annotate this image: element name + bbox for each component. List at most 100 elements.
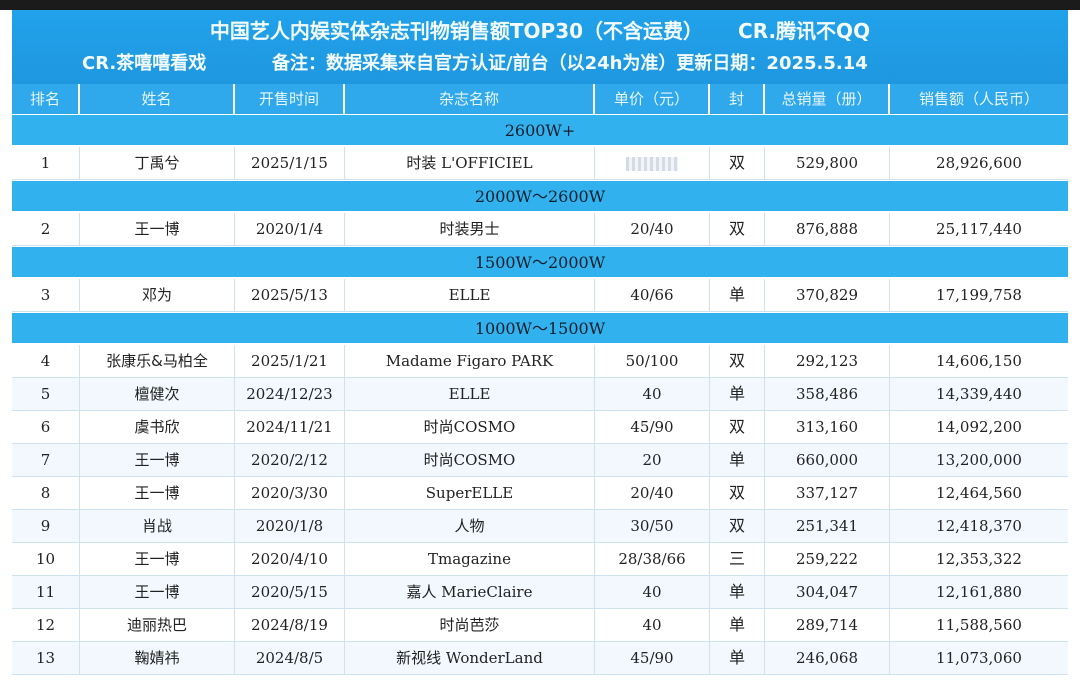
cell-revenue: 12,161,880 (936, 583, 1022, 601)
table-row: 5 檀健次 2024/12/23 ELLE 40 单 358,486 14,33… (12, 378, 1068, 411)
cell-sales: 246,068 (765, 642, 890, 674)
cell-rank: 4 (12, 345, 80, 377)
cell-sales: 370,829 (765, 279, 890, 311)
table-row: 7 王一博 2020/2/12 时尚COSMO 20 单 660,000 13,… (12, 444, 1068, 477)
cell-revenue: 14,606,150 (936, 352, 1022, 370)
cell-cover: 双 (710, 477, 765, 509)
cell-date: 2025/1/15 (235, 147, 345, 179)
cell-magazine: 时尚COSMO (345, 444, 595, 476)
cell-price: 40 (595, 609, 710, 641)
cell-revenue: 12,464,560 (936, 484, 1022, 502)
cell-price: 20/40 (595, 213, 710, 245)
group-header: 1000W～1500W (12, 312, 1068, 344)
cell-magazine: 人物 (345, 510, 595, 542)
cell-revenue: 25,117,440 (936, 220, 1022, 238)
cell-cover: 单 (710, 444, 765, 476)
cell-price-redacted (595, 147, 710, 179)
cell-sales: 304,047 (765, 576, 890, 608)
cell-date: 2024/11/21 (235, 411, 345, 443)
cell-date: 2020/2/12 (235, 444, 345, 476)
group-header: 1500W～2000W (12, 246, 1068, 278)
table-row: 9 肖战 2020/1/8 人物 30/50 双 251,341 12,418,… (12, 510, 1068, 543)
cell-sales: 876,888 (765, 213, 890, 245)
cell-magazine: 时尚芭莎 (345, 609, 595, 641)
cell-name: 丁禹兮 (80, 147, 235, 179)
cell-magazine: 时装男士 (345, 213, 595, 245)
cell-name: 王一博 (80, 444, 235, 476)
cell-price: 30/50 (595, 510, 710, 542)
col-header-revenue: 销售额（人民币） (918, 90, 1039, 108)
table-row: 2 王一博 2020/1/4 时装男士 20/40 双 876,888 25,1… (12, 213, 1068, 246)
cell-date: 2020/4/10 (235, 543, 345, 575)
cell-date: 2024/8/19 (235, 609, 345, 641)
banner-line-1: 中国艺人内娱实体杂志刊物销售额TOP30（不含运费） CR.腾讯不QQ (12, 14, 1068, 48)
cell-name: 王一博 (80, 543, 235, 575)
cell-sales: 313,160 (765, 411, 890, 443)
cell-cover: 单 (710, 609, 765, 641)
cell-magazine: Madame Figaro PARK (345, 345, 595, 377)
cell-revenue: 12,353,322 (936, 550, 1022, 568)
col-header-magazine: 杂志名称 (345, 84, 595, 114)
table-row: 8 王一博 2020/3/30 SuperELLE 20/40 双 337,12… (12, 477, 1068, 510)
cell-price: 40 (595, 576, 710, 608)
cell-name: 邓为 (80, 279, 235, 311)
col-header-sales: 总销量（册） (765, 84, 890, 114)
cell-magazine: 时装 L'OFFICIEL (345, 147, 595, 179)
cell-cover: 双 (710, 345, 765, 377)
cell-magazine: Tmagazine (345, 543, 595, 575)
cell-revenue: 17,199,758 (936, 286, 1022, 304)
cell-cover: 单 (710, 576, 765, 608)
cell-name: 王一博 (80, 576, 235, 608)
cell-magazine: 新视线 WonderLand (345, 642, 595, 674)
cell-cover: 双 (710, 213, 765, 245)
cell-cover: 单 (710, 642, 765, 674)
col-header-price: 单价（元） (595, 84, 710, 114)
cell-cover: 三 (710, 543, 765, 575)
cell-rank: 6 (12, 411, 80, 443)
table-row: 13 鞠婧祎 2024/8/5 新视线 WonderLand 45/90 单 2… (12, 642, 1068, 675)
cell-price: 50/100 (595, 345, 710, 377)
cell-rank: 13 (12, 642, 80, 674)
cell-revenue: 12,418,370 (936, 517, 1022, 535)
cell-date: 2025/1/21 (235, 345, 345, 377)
cell-magazine: SuperELLE (345, 477, 595, 509)
cell-rank: 10 (12, 543, 80, 575)
cell-price: 20 (595, 444, 710, 476)
banner-note: 备注：数据采集来自官方认证/前台（以24h为准）更新日期：2025.5.14 (272, 53, 868, 74)
col-header-name: 姓名 (80, 84, 235, 114)
cell-cover: 单 (710, 279, 765, 311)
cell-sales: 660,000 (765, 444, 890, 476)
cell-name: 迪丽热巴 (80, 609, 235, 641)
cell-revenue: 11,073,060 (936, 649, 1022, 667)
cell-sales: 292,123 (765, 345, 890, 377)
cell-rank: 9 (12, 510, 80, 542)
cell-revenue: 28,926,600 (936, 154, 1022, 172)
cell-date: 2020/5/15 (235, 576, 345, 608)
cell-cover: 双 (710, 510, 765, 542)
cell-cover: 单 (710, 378, 765, 410)
table-row: 3 邓为 2025/5/13 ELLE 40/66 单 370,829 17,1… (12, 279, 1068, 312)
cell-price: 45/90 (595, 642, 710, 674)
col-header-cover: 封 (710, 84, 765, 114)
cell-rank: 2 (12, 213, 80, 245)
cell-magazine: ELLE (345, 378, 595, 410)
cell-sales: 529,800 (765, 147, 890, 179)
cell-rank: 11 (12, 576, 80, 608)
table-row: 4 张康乐&马柏全 2025/1/21 Madame Figaro PARK 5… (12, 345, 1068, 378)
cell-sales: 289,714 (765, 609, 890, 641)
cell-rank: 1 (12, 147, 80, 179)
cell-cover: 双 (710, 411, 765, 443)
cell-date: 2024/8/5 (235, 642, 345, 674)
cell-sales: 259,222 (765, 543, 890, 575)
cell-rank: 5 (12, 378, 80, 410)
cell-name: 虞书欣 (80, 411, 235, 443)
cell-revenue: 13,200,000 (936, 451, 1022, 469)
cell-sales: 337,127 (765, 477, 890, 509)
cell-revenue: 14,092,200 (936, 418, 1022, 436)
cell-price: 20/40 (595, 477, 710, 509)
cell-date: 2020/1/8 (235, 510, 345, 542)
cell-revenue: 14,339,440 (936, 385, 1022, 403)
cell-sales: 358,486 (765, 378, 890, 410)
cell-name: 肖战 (80, 510, 235, 542)
